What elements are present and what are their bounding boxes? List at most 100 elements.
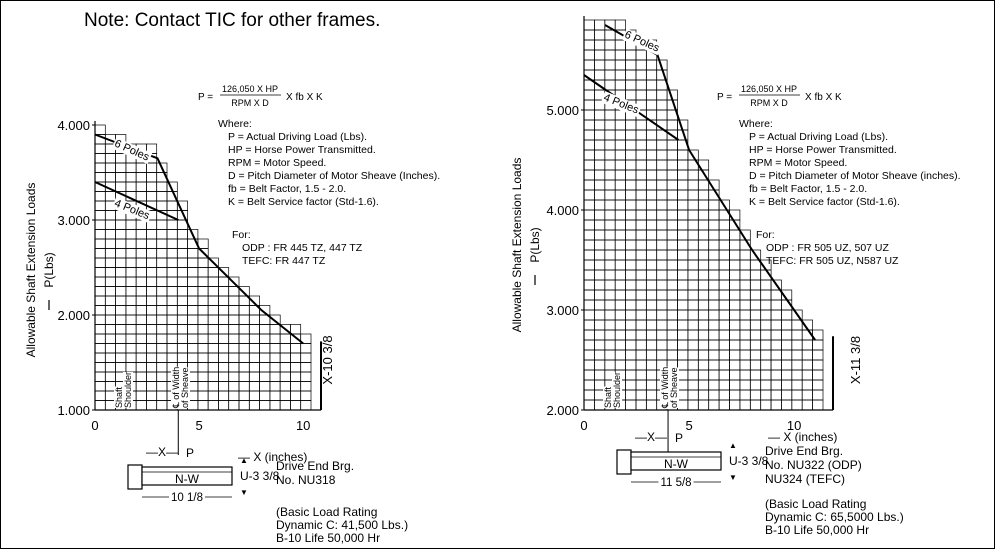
y-axis-label: Allowable Shaft Extension Loads — [24, 183, 38, 358]
series-label-bg — [600, 91, 642, 118]
shaft-body — [141, 466, 233, 486]
shaft-shoulder-label: Shoulder — [612, 372, 622, 408]
sheave-center-label: of Sheave — [180, 367, 190, 408]
annotation-bg — [660, 366, 670, 409]
where-line: RPM = Motor Speed. — [228, 157, 326, 169]
where-line: P = Actual Driving Load (Lbs). — [228, 131, 367, 143]
sheave-center-label: ℄ of Width — [660, 367, 670, 409]
diagram-dim-label: 10 1/8 — [171, 492, 203, 504]
y-axis-label: Allowable Shaft Extension Loads — [510, 158, 524, 333]
series-label-bg — [111, 137, 153, 165]
note-text: Note: Contact TIC for other frames. — [84, 10, 380, 31]
shaft-shoulder-label: Shaft — [114, 386, 124, 408]
up-arrow-icon: ▲ — [240, 456, 248, 465]
for-title: For: — [756, 229, 775, 241]
diagram-dim-label: 11 5/8 — [660, 477, 691, 489]
up-arrow-icon: ▲ — [729, 441, 737, 450]
y-tick-label: 2.000 — [546, 403, 579, 418]
y-tick-label: 3.000 — [57, 213, 90, 228]
series-label-bg — [621, 28, 663, 56]
rating-line: B-10 Life 50,000 Hr — [765, 523, 869, 537]
annotation-bg — [114, 386, 124, 408]
sheave-center-label: ℄ of Width — [171, 367, 181, 409]
y-tick-label: 5.000 — [546, 103, 579, 118]
where-line: P = Actual Driving Load (Lbs). — [749, 131, 888, 143]
rating-line: B-10 Life 50,000 Hr — [276, 531, 380, 545]
formula-numerator: 126,050 X HP — [741, 84, 797, 94]
annotation-bg — [669, 367, 679, 408]
motor-face — [127, 464, 143, 490]
diagram-x-label: —X— — [146, 445, 178, 459]
where-line: fb = Belt Factor, 1.5 - 2.0. — [749, 183, 867, 195]
formula-tail: X fb X K — [286, 92, 323, 103]
x-tick-label: 10 — [296, 418, 310, 433]
for-line: ODP : FR 445 TZ, 447 TZ — [242, 242, 363, 254]
annotation-bg — [171, 366, 181, 409]
annotation-bg — [180, 367, 190, 408]
y-tick-label: 2.000 — [57, 308, 90, 323]
where-line: RPM = Motor Speed. — [749, 157, 847, 169]
formula-lhs: P = — [198, 92, 213, 103]
for-title: For: — [232, 229, 251, 241]
formula-tail: X fb X K — [805, 92, 842, 103]
where-line: K = Belt Service factor (Std-1.6). — [228, 196, 379, 208]
y-tick-label: 4.000 — [57, 118, 90, 133]
bearing-line: Drive End Brg. — [765, 444, 843, 458]
formula-numerator: 126,050 X HP — [222, 84, 278, 94]
diagram-u-label: U-3 3/8 — [240, 469, 280, 483]
where-line: HP = Horse Power Transmitted. — [749, 144, 897, 156]
sheave-center-label: of Sheave — [669, 367, 679, 408]
x-tick-label: 0 — [91, 418, 98, 433]
bearing-line: NU324 (TEFC) — [765, 472, 845, 486]
series-label-bg — [111, 197, 153, 223]
rating-line: (Basic Load Rating — [276, 505, 377, 519]
y-tick-label: 3.000 — [546, 303, 579, 318]
annotation-bg — [123, 371, 133, 408]
for-line: TEFC: FR 505 UZ, N587 UZ — [766, 255, 899, 267]
shaft-body — [630, 451, 722, 471]
dim-label-bg — [658, 477, 694, 489]
where-line: D = Pitch Diameter of Motor Sheave (Inch… — [228, 170, 440, 182]
rating-line: Dynamic C: 41,500 Lbs.) — [276, 518, 408, 532]
y-tick-label: 1.000 — [57, 403, 90, 418]
where-line: K = Belt Service factor (Std-1.6). — [749, 196, 900, 208]
y-tick-label: 4.000 — [546, 203, 579, 218]
diagram-p-label: P — [186, 446, 194, 460]
y-axis-unit-label: P(Lbs) — [528, 227, 542, 262]
chart-frame-318: 1.000 2.000 3.000 4.000 0 5 10 Allowable Shaft … — [24, 84, 440, 545]
diagram-x-label: —X— — [635, 430, 667, 444]
bearing-line: No. NU318 — [276, 473, 336, 487]
diagram-nw-label: N-W — [664, 457, 689, 471]
bearing-line: Drive End Brg. — [276, 459, 354, 473]
down-arrow-icon: ▼ — [729, 473, 737, 482]
grid — [94, 124, 312, 411]
formula-denominator: RPM X D — [750, 98, 788, 108]
x-tick-label: 10 — [787, 418, 801, 433]
where-title: Where: — [739, 118, 773, 130]
x-axis-label: — X (inches) — [238, 450, 307, 464]
x-tick-label: 5 — [195, 418, 202, 433]
annotation-bg — [612, 371, 622, 408]
for-line: ODP : FR 505 UZ, 507 UZ — [766, 242, 890, 254]
where-line: fb = Belt Factor, 1.5 - 2.0. — [228, 183, 346, 195]
where-line: D = Pitch Diameter of Motor Sheave (inch… — [749, 170, 961, 182]
motor-face — [616, 449, 632, 475]
grid — [583, 19, 824, 411]
where-line: HP = Horse Power Transmitted. — [228, 144, 376, 156]
for-line: TEFC: FR 447 TZ — [242, 255, 326, 267]
formula-denominator: RPM X D — [231, 98, 269, 108]
series-4-poles-line — [94, 181, 179, 221]
bearing-line: No. NU322 (ODP) — [765, 458, 862, 472]
frame-size-label: X-11 3/8 — [848, 336, 863, 384]
shaft-shoulder-label: Shaft — [603, 386, 613, 408]
frame-size-label: X-10 3/8 — [320, 335, 335, 384]
down-arrow-icon: ▼ — [240, 488, 248, 497]
rating-line: (Basic Load Rating — [765, 497, 866, 511]
x-tick-label: 5 — [685, 418, 692, 433]
y-axis-unit-label: P(Lbs) — [42, 252, 56, 287]
chart-frame-322: 2.000 3.000 4.000 5.000 0 5 10 Allowable Shaft … — [510, 16, 961, 537]
where-title: Where: — [218, 118, 252, 130]
x-axis-label: — X (inches) — [768, 430, 837, 444]
